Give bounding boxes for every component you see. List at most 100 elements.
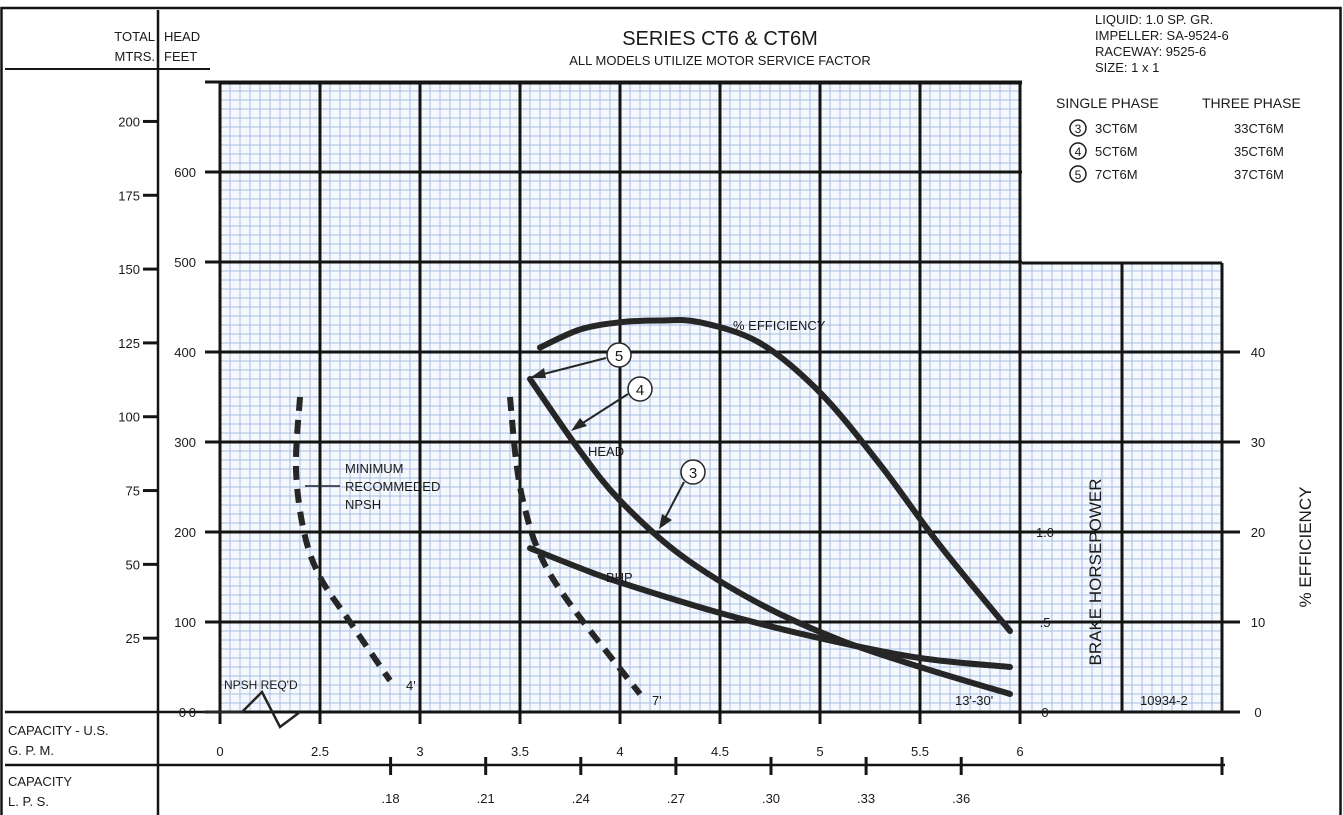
legend-circle-icon: [1069, 142, 1087, 160]
bhp-tick-label: 0: [1041, 705, 1048, 720]
bhp-tick-label: 1.0: [1036, 525, 1054, 540]
callout-3: 3: [659, 459, 706, 529]
x-tick-label: 4: [616, 744, 623, 759]
efficiency-tick-label: 30: [1251, 435, 1265, 450]
efficiency-tick-label: 10: [1251, 615, 1265, 630]
callout-circle-icon: [680, 459, 706, 485]
legend-three: 37CT6M: [1234, 167, 1284, 182]
callout-num: 3: [689, 465, 697, 482]
efficiency-tick-label: 20: [1251, 525, 1265, 540]
efficiency-axis-title: % EFFICIENCY: [1296, 487, 1315, 608]
feet-tick-label: 100: [174, 615, 196, 630]
x-tick-label: 3: [416, 744, 423, 759]
lps-tick-label: .36: [952, 791, 970, 806]
mtrs-tick-label: 100: [118, 410, 140, 425]
lps-tick-label: .24: [572, 791, 590, 806]
legend-three: 35CT6M: [1234, 144, 1284, 159]
legend-row: 4 5CT6M 35CT6M: [1069, 142, 1284, 160]
mtrs-tick-label: 125: [118, 336, 140, 351]
feet-tick-label: 0: [189, 705, 196, 720]
npsh-reqd-label: NPSH REQ'D: [224, 678, 298, 692]
feet-tick-label: 600: [174, 165, 196, 180]
feet-tick-label: 300: [174, 435, 196, 450]
efficiency-curve-label: % EFFICIENCY: [733, 318, 826, 333]
legend-three-header: THREE PHASE: [1202, 95, 1301, 111]
x-tick-label: 4.5: [711, 744, 729, 759]
head-label: HEAD: [164, 29, 200, 44]
mtrs-tick-label: 200: [118, 114, 140, 129]
mtrs-tick-label: 25: [126, 631, 140, 646]
capacity-gpm-label: CAPACITY - U.S.: [8, 723, 109, 738]
capacity-gpm-label-2: G. P. M.: [8, 743, 54, 758]
lps-tick-label: .21: [477, 791, 495, 806]
efficiency-tick-label: 40: [1251, 345, 1265, 360]
feet-tick-label: 500: [174, 255, 196, 270]
lps-tick-label: .18: [382, 791, 400, 806]
chart-title: SERIES CT6 & CT6M: [622, 28, 818, 50]
legend-three: 33CT6M: [1234, 121, 1284, 136]
x-tick-label: 2.5: [311, 744, 329, 759]
feet-label: FEET: [164, 49, 197, 64]
lps-tick-label: .27: [667, 791, 685, 806]
npsh-label-2: RECOMMEDED: [345, 479, 440, 494]
npsh-13-30ft-label: 13'-30': [955, 693, 993, 708]
lps-tick-label: .30: [762, 791, 780, 806]
bhp-axis-title: BRAKE HORSEPOWER: [1086, 478, 1105, 665]
npsh-7-curve: [507, 396, 643, 696]
bhp-curve-label: BHP: [606, 570, 633, 585]
legend-num: 4: [1075, 145, 1082, 159]
npsh-7ft-label: 7': [652, 693, 662, 708]
callout-4: 4: [571, 376, 653, 431]
legend-single: 3CT6M: [1095, 121, 1138, 136]
arrow-head-icon: [530, 368, 546, 378]
legend-num: 3: [1075, 122, 1082, 136]
spec-liquid: LIQUID: 1.0 SP. GR.: [1095, 12, 1213, 27]
legend-single: 7CT6M: [1095, 167, 1138, 182]
callout-num: 5: [615, 348, 623, 365]
legend-circle-icon: [1069, 165, 1087, 183]
legend-circle-icon: [1069, 119, 1087, 137]
spec-size: SIZE: 1 x 1: [1095, 60, 1159, 75]
arrow-head-icon: [659, 514, 672, 529]
legend-num: 5: [1075, 168, 1082, 182]
mtrs-tick-label: 150: [118, 262, 140, 277]
mtrs-tick-label: 0: [179, 705, 186, 720]
head-curve: [527, 376, 1013, 697]
capacity-lps-label-2: L. P. S.: [8, 794, 49, 809]
x-tick-label: 5: [816, 744, 823, 759]
legend-row: 5 7CT6M 37CT6M: [1069, 165, 1284, 183]
feet-tick-label: 400: [174, 345, 196, 360]
callout-circle-icon: [606, 342, 632, 368]
model-legend: SINGLE PHASE THREE PHASE 3 3CT6M 33CT6M …: [1056, 95, 1301, 183]
x-tick-label: 5.5: [911, 744, 929, 759]
legend-row: 3 3CT6M 33CT6M: [1069, 119, 1284, 137]
feet-tick-label: 200: [174, 525, 196, 540]
annotations: % EFFICIENCY HEAD BHP MINIMUM RECOMMEDED…: [205, 318, 1188, 729]
curves: [292, 317, 1013, 697]
tick-labels: 0 2.5 3 3 .5 4 4.5 5 5.5 6 .18 .21 .24 .27 .30 .33 .36 0 1…: [118, 114, 1265, 806]
callout-arrow: [574, 393, 629, 429]
bhp-tick-label: .5: [1040, 615, 1051, 630]
total-label: TOTAL: [114, 29, 155, 44]
efficiency-tick-label: 0: [1254, 705, 1261, 720]
spec-block: LIQUID: 1.0 SP. GR. IMPELLER: SA-9524-6 …: [1095, 12, 1229, 75]
callout-circle-icon: [627, 376, 653, 402]
mtrs-tick-label: 175: [118, 188, 140, 203]
mtrs-tick-label: 75: [126, 484, 140, 499]
drawing-number: 10934-2: [1140, 693, 1188, 708]
legend-single: 5CT6M: [1095, 144, 1138, 159]
mtrs-tick-label: 50: [126, 557, 140, 572]
lps-tick-label: .33: [857, 791, 875, 806]
outer-frame: [0, 6, 1342, 815]
spec-impeller: IMPELLER: SA-9524-6: [1095, 28, 1229, 43]
capacity-lps-label: CAPACITY: [8, 774, 72, 789]
callout-num: 4: [636, 382, 644, 399]
npsh-reqd-mark: [205, 689, 301, 729]
npsh-4ft-label: 4': [406, 678, 416, 693]
bhp-curve: [527, 545, 1013, 670]
arrow-head-icon: [571, 418, 587, 431]
x-tick-label: 0: [216, 744, 223, 759]
legend-single-header: SINGLE PHASE: [1056, 95, 1159, 111]
x-tick-label: 6: [1016, 744, 1023, 759]
